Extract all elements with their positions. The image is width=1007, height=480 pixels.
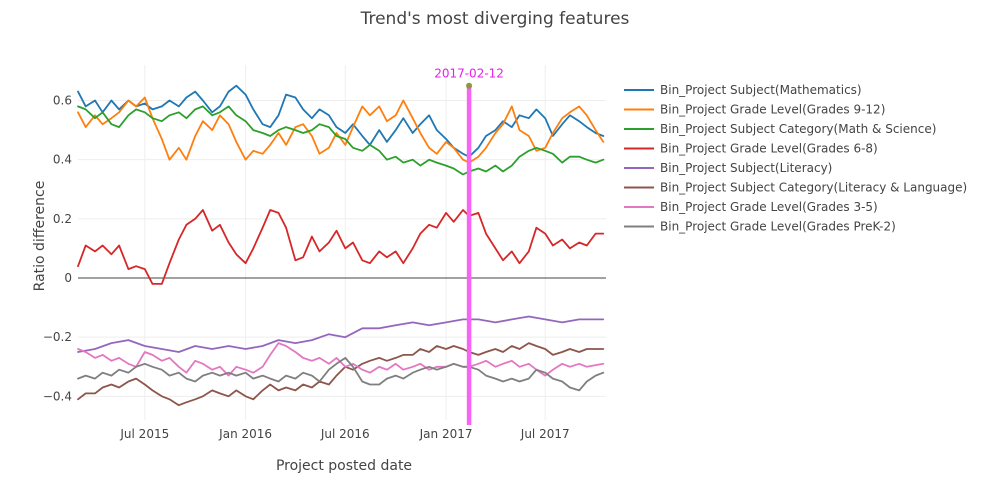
annotation-label: 2017-02-12 xyxy=(434,67,504,81)
series-line-3[interactable] xyxy=(77,105,605,176)
legend-item[interactable]: Bin_Project Grade Level(Grades PreK-2) xyxy=(624,220,896,234)
x-tick-label: Jan 2016 xyxy=(218,427,272,441)
x-tick-label: Jan 2017 xyxy=(419,427,473,441)
y-tick-label: 0 xyxy=(64,271,72,285)
x-tick-label: Jul 2015 xyxy=(119,427,169,441)
series-line-7[interactable] xyxy=(77,342,605,377)
legend[interactable]: Bin_Project Subject(Mathematics) Bin_Proj… xyxy=(624,83,967,234)
y-tick-label: −0.4 xyxy=(43,389,72,403)
annotation-marker xyxy=(466,82,473,89)
legend-item[interactable]: Bin_Project Subject Category(Literacy & … xyxy=(624,181,967,195)
y-axis-title: Ratio difference xyxy=(32,181,48,292)
y-tick-label: −0.2 xyxy=(43,330,72,344)
legend-label: Bin_Project Grade Level(Grades 9-12) xyxy=(660,103,885,117)
legend-item[interactable]: Bin_Project Grade Level(Grades 3-5) xyxy=(624,200,878,214)
legend-label: Bin_Project Grade Level(Grades PreK-2) xyxy=(660,220,896,234)
y-tick-label: 0.4 xyxy=(53,153,72,167)
legend-item[interactable]: Bin_Project Subject(Literacy) xyxy=(624,161,832,175)
series-line-8[interactable] xyxy=(77,356,605,392)
legend-item[interactable]: Bin_Project Grade Level(Grades 6-8) xyxy=(624,142,878,156)
y-axis-ticks: 0.6 0.4 0.2 0 −0.2 −0.4 xyxy=(43,94,72,404)
series-lines[interactable] xyxy=(77,84,605,407)
legend-label: Bin_Project Subject Category(Math & Scie… xyxy=(660,122,936,136)
series-line-2[interactable] xyxy=(77,96,605,164)
legend-item[interactable]: Bin_Project Grade Level(Grades 9-12) xyxy=(624,103,885,117)
annotation-group: 2017-02-12 xyxy=(434,67,504,425)
y-tick-label: 0.6 xyxy=(53,94,72,108)
legend-label: Bin_Project Grade Level(Grades 6-8) xyxy=(660,142,878,156)
series-line-1[interactable] xyxy=(77,84,605,158)
series-line-4[interactable] xyxy=(77,209,605,285)
legend-label: Bin_Project Subject Category(Literacy & … xyxy=(660,181,967,195)
x-tick-label: Jul 2016 xyxy=(320,427,370,441)
series-line-5[interactable] xyxy=(77,315,605,353)
y-tick-label: 0.2 xyxy=(53,212,72,226)
x-axis-title: Project posted date xyxy=(276,458,412,474)
legend-item[interactable]: Bin_Project Subject Category(Math & Scie… xyxy=(624,122,936,136)
legend-item[interactable]: Bin_Project Subject(Mathematics) xyxy=(624,83,862,97)
x-axis-ticks: Jul 2015 Jan 2016 Jul 2016 Jan 2017 Jul 2017 xyxy=(119,427,569,441)
x-tick-label: Jul 2017 xyxy=(520,427,570,441)
chart-title: Trend's most diverging features xyxy=(360,9,630,29)
series-line-6[interactable] xyxy=(77,342,605,407)
legend-label: Bin_Project Grade Level(Grades 3-5) xyxy=(660,200,878,214)
legend-label: Bin_Project Subject(Mathematics) xyxy=(660,83,862,97)
legend-label: Bin_Project Subject(Literacy) xyxy=(660,161,832,175)
